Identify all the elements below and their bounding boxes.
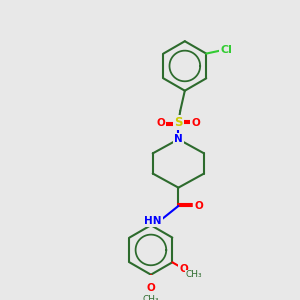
Text: O: O — [146, 283, 155, 292]
Text: S: S — [174, 116, 183, 129]
Text: N: N — [174, 134, 183, 144]
Text: O: O — [179, 264, 188, 274]
Text: O: O — [194, 201, 203, 211]
Text: O: O — [157, 118, 165, 128]
Text: HN: HN — [144, 216, 161, 226]
Text: CH₃: CH₃ — [142, 295, 159, 300]
Text: N: N — [174, 134, 183, 144]
Text: O: O — [191, 118, 200, 128]
Text: CH₃: CH₃ — [185, 270, 202, 279]
Text: Cl: Cl — [220, 45, 232, 55]
